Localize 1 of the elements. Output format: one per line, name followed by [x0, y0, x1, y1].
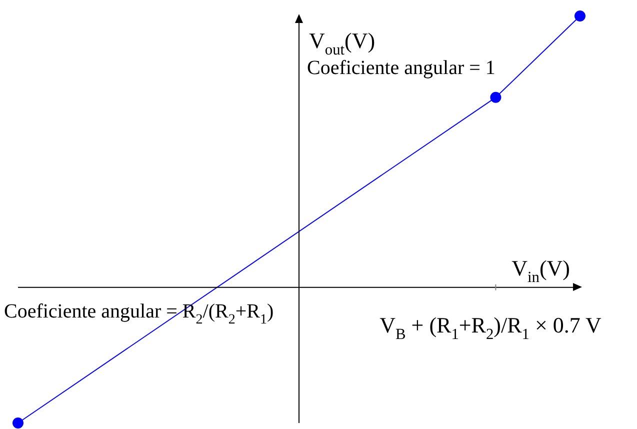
annotation: Coeficiente angular = 1 [307, 57, 496, 79]
